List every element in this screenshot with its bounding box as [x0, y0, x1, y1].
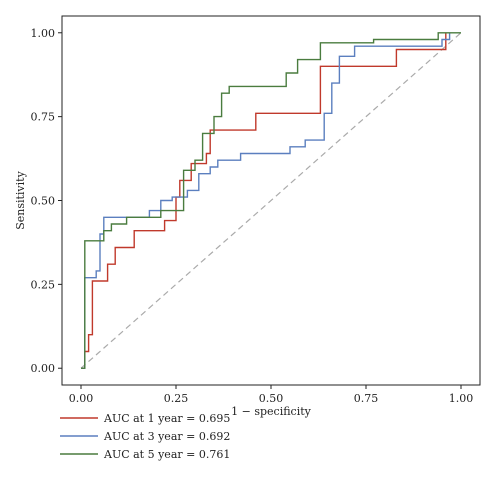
- x-tick-label: 1.00: [449, 392, 474, 405]
- series-line-2: [81, 32, 451, 369]
- legend: AUC at 1 year = 0.695 AUC at 3 year = 0.6…: [60, 412, 230, 461]
- y-axis-title: Sensitivity: [14, 170, 27, 229]
- x-axis-title: 1 − specificity: [231, 405, 312, 418]
- series-line-3: [81, 32, 461, 369]
- x-tick-label: 0.00: [69, 392, 94, 405]
- legend-label-1: AUC at 1 year = 0.695: [103, 412, 230, 425]
- x-tick-label: 0.75: [354, 392, 379, 405]
- y-tick-label: 1.00: [31, 27, 56, 40]
- x-tick-label: 0.50: [259, 392, 284, 405]
- x-tick-label: 0.25: [164, 392, 189, 405]
- y-tick-label: 0.00: [31, 362, 56, 375]
- y-tick-label: 0.25: [31, 278, 56, 291]
- plot-area: [80, 32, 462, 369]
- legend-label-3: AUC at 5 year = 0.761: [103, 448, 230, 461]
- y-tick-label: 0.75: [31, 111, 56, 124]
- reference-diagonal-line: [80, 32, 462, 369]
- axis-ticks: 0.00 0.25 0.50 0.75 1.00 0.00 0.25 0.50 0.75 1.00: [31, 27, 474, 405]
- series-line-1: [81, 32, 447, 369]
- y-tick-label: 0.50: [31, 195, 56, 208]
- legend-label-2: AUC at 3 year = 0.692: [103, 430, 230, 443]
